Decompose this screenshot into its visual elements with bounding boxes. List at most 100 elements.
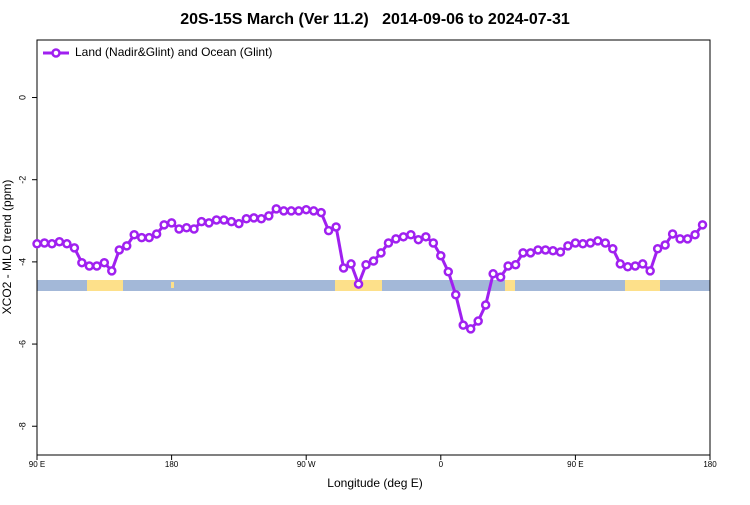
data-point — [264, 211, 274, 221]
data-point — [121, 241, 132, 251]
data-point — [166, 218, 177, 228]
data-point — [697, 220, 708, 230]
y-axis-label: XCO2 - MLO trend (ppm) — [0, 180, 14, 315]
data-point — [151, 229, 162, 239]
y-tick-label: -8 — [17, 422, 27, 430]
data-point — [159, 220, 169, 230]
data-point — [323, 225, 334, 236]
data-point — [241, 213, 252, 224]
data-point — [488, 269, 498, 279]
data-point — [436, 250, 446, 261]
data-point — [622, 262, 633, 272]
data-point — [47, 239, 57, 249]
x-tick-label: 90 E — [29, 460, 45, 469]
data-point — [391, 234, 401, 244]
data-point — [451, 290, 461, 300]
data-point — [32, 239, 42, 249]
data-point — [563, 241, 573, 251]
data-point — [361, 260, 371, 270]
data-point — [286, 206, 296, 216]
data-point — [458, 320, 468, 330]
data-point — [518, 248, 528, 258]
y-tick-label: -4 — [17, 258, 27, 266]
land-band — [171, 282, 174, 288]
data-point — [690, 230, 700, 240]
data-point — [256, 213, 267, 224]
land-band — [625, 280, 660, 291]
data-point — [660, 240, 670, 250]
data-point — [219, 215, 229, 225]
data-point — [144, 232, 154, 243]
data-point — [682, 234, 693, 244]
x-tick-label: 90 W — [297, 460, 316, 469]
data-point — [114, 245, 125, 255]
data-point — [615, 259, 626, 269]
data-point — [600, 238, 611, 248]
chart-title: 20S-15S March (Ver 11.2) 2014-09-06 to 2… — [180, 11, 570, 28]
data-point — [406, 230, 416, 240]
legend-marker — [51, 48, 61, 58]
data-point — [234, 218, 244, 229]
data-point — [383, 238, 394, 248]
data-point — [473, 316, 483, 326]
data-point — [465, 324, 476, 334]
data-point — [181, 223, 192, 233]
data-point — [77, 257, 87, 268]
data-point — [249, 213, 259, 223]
data-point — [503, 261, 513, 271]
data-point — [62, 239, 72, 249]
x-tick-label: 0 — [439, 460, 444, 469]
data-point — [39, 238, 50, 248]
data-point — [346, 259, 356, 269]
data-point — [301, 204, 311, 215]
data-point — [226, 216, 237, 227]
data-point — [593, 236, 603, 246]
land-ocean-mask — [37, 280, 710, 291]
data-point — [652, 243, 663, 254]
data-point — [54, 236, 65, 247]
data-point — [525, 248, 536, 258]
data-point — [174, 224, 184, 234]
data-point — [608, 243, 618, 254]
x-tick-label: 180 — [165, 460, 179, 469]
data-point — [675, 234, 685, 244]
data-point — [578, 239, 588, 249]
data-point — [368, 256, 379, 266]
data-point — [84, 261, 95, 271]
land-band — [87, 280, 123, 291]
data-point — [495, 272, 506, 282]
land-band — [505, 280, 515, 291]
data-point — [585, 238, 596, 248]
legend-label: Land (Nadir&Glint) and Ocean (Glint) — [75, 45, 272, 59]
data-point — [129, 230, 139, 240]
data-point — [398, 232, 409, 242]
data-point — [316, 207, 326, 218]
y-tick-label: -2 — [17, 176, 27, 184]
data-point — [308, 206, 319, 216]
x-tick-label: 90 E — [567, 460, 583, 469]
data-point — [353, 279, 364, 289]
y-tick-label: -6 — [17, 340, 27, 348]
data-point — [630, 261, 640, 271]
data-point — [421, 232, 431, 242]
x-tick-label: 180 — [703, 460, 717, 469]
data-point — [548, 246, 558, 256]
data-point — [92, 261, 102, 271]
data-point — [637, 259, 648, 269]
data-point — [428, 238, 439, 248]
x-axis-label: Longitude (deg E) — [327, 476, 422, 490]
data-point — [338, 263, 349, 273]
data-point — [570, 238, 581, 248]
data-point — [540, 245, 551, 255]
data-point — [69, 243, 80, 253]
data-point — [645, 266, 655, 276]
data-point — [189, 224, 199, 234]
data-point — [443, 266, 454, 277]
data-point — [196, 216, 207, 227]
data-point — [211, 215, 222, 225]
data-point — [136, 232, 147, 243]
data-point — [271, 204, 282, 214]
data-point — [99, 257, 110, 268]
